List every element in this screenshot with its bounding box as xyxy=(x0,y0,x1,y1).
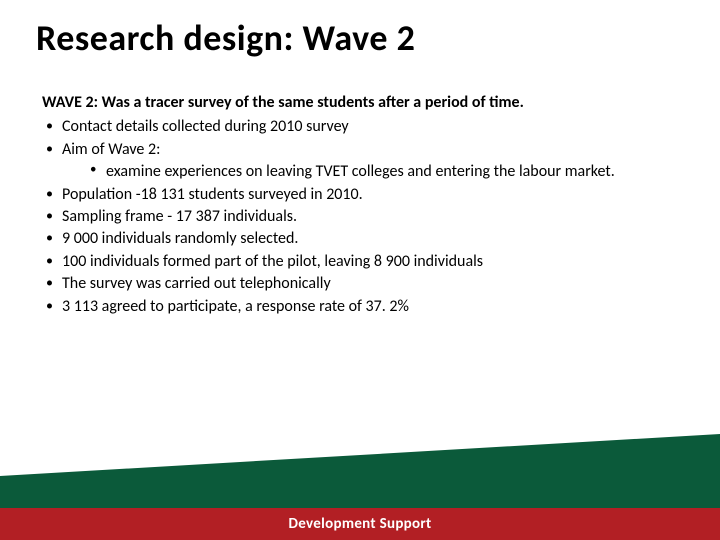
bullet-item: Contact details collected during 2010 su… xyxy=(42,116,678,138)
slide-body: WAVE 2: Was a tracer survey of the same … xyxy=(42,92,678,318)
red-footer-bar: Development Support xyxy=(0,508,720,540)
intro-text: WAVE 2: Was a tracer survey of the same … xyxy=(42,92,678,114)
green-wedge-decoration xyxy=(0,430,720,510)
sub-bullet-list: examine experiences on leaving TVET coll… xyxy=(62,161,678,183)
bullet-text: Aim of Wave 2: xyxy=(62,140,160,159)
bullet-list: Contact details collected during 2010 su… xyxy=(42,116,678,318)
sub-bullet-item: examine experiences on leaving TVET coll… xyxy=(88,161,678,183)
bullet-item: 9 000 individuals randomly selected. xyxy=(42,228,678,250)
bullet-item: 3 113 agreed to participate, a response … xyxy=(42,296,678,318)
bullet-item: Sampling frame - 17 387 individuals. xyxy=(42,206,678,228)
bullet-item: 100 individuals formed part of the pilot… xyxy=(42,251,678,273)
slide: Research design: Wave 2 WAVE 2: Was a tr… xyxy=(0,0,720,540)
footer-label: Development Support xyxy=(288,515,431,533)
bullet-item: Aim of Wave 2: examine experiences on le… xyxy=(42,139,678,184)
bullet-item: Population -18 131 students surveyed in … xyxy=(42,184,678,206)
slide-title: Research design: Wave 2 xyxy=(36,16,415,60)
slide-footer: Development Support xyxy=(0,430,720,540)
bullet-item: The survey was carried out telephonicall… xyxy=(42,273,678,295)
